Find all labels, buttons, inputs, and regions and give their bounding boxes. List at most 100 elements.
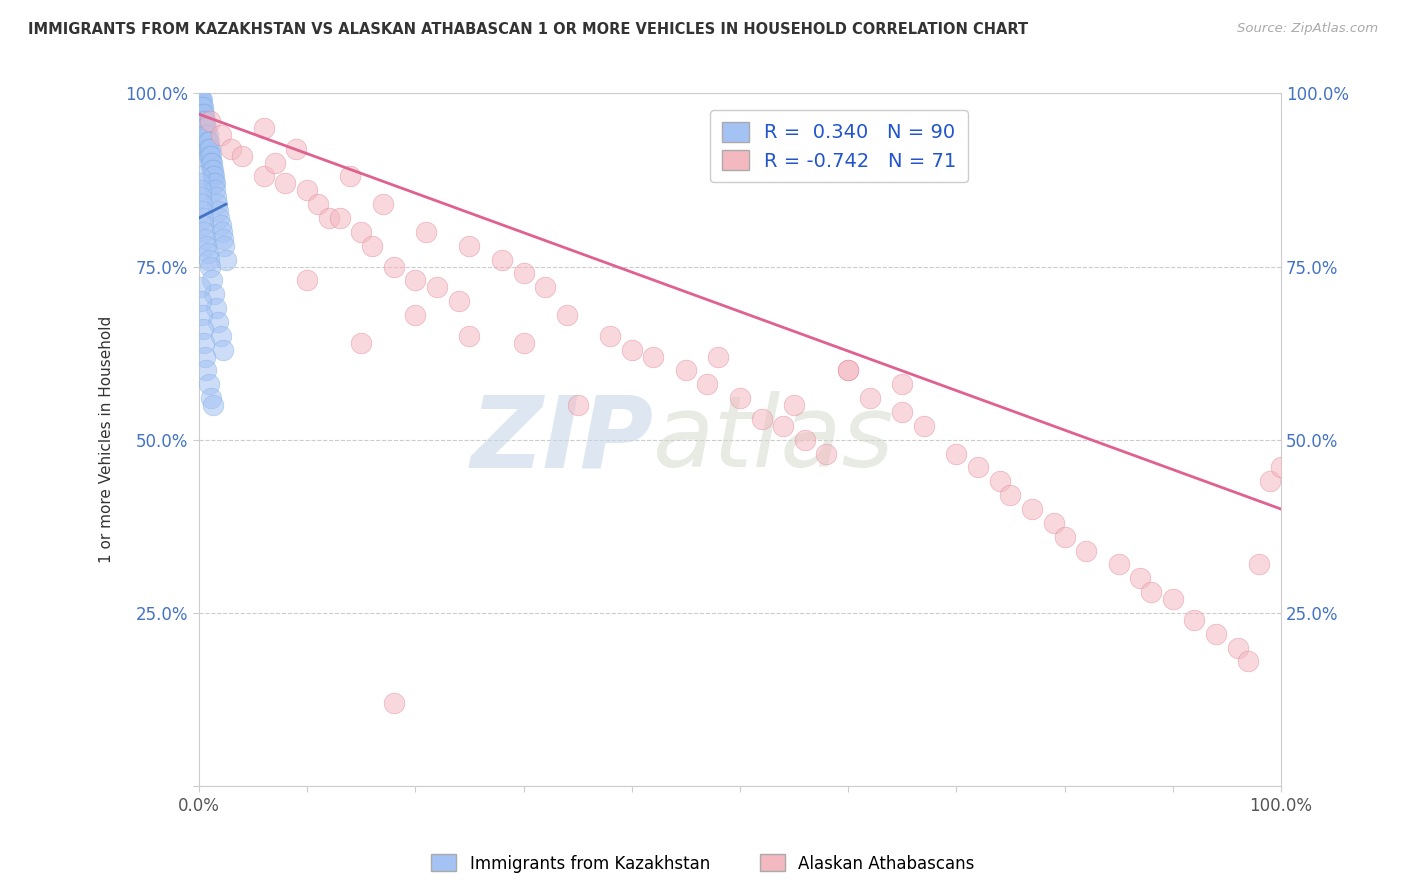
Point xyxy=(555,308,578,322)
Point xyxy=(339,169,361,184)
Point xyxy=(1182,613,1205,627)
Point xyxy=(1042,516,1064,530)
Point xyxy=(194,128,217,142)
Point xyxy=(891,377,914,392)
Point xyxy=(512,267,534,281)
Point xyxy=(620,343,643,357)
Point xyxy=(200,149,222,163)
Point xyxy=(382,260,405,274)
Point xyxy=(193,114,215,128)
Point xyxy=(1076,543,1098,558)
Point xyxy=(197,377,219,392)
Point xyxy=(253,120,276,135)
Point xyxy=(188,169,211,184)
Text: ZIP: ZIP xyxy=(471,392,654,488)
Point xyxy=(534,280,557,294)
Point xyxy=(202,177,225,191)
Point xyxy=(191,100,214,114)
Point xyxy=(201,162,224,177)
Point xyxy=(195,120,218,135)
Point xyxy=(200,155,222,169)
Point xyxy=(350,225,373,239)
Point xyxy=(188,114,211,128)
Point xyxy=(190,114,212,128)
Point xyxy=(988,475,1011,489)
Point xyxy=(209,218,232,232)
Point xyxy=(191,120,214,135)
Point xyxy=(675,363,697,377)
Point xyxy=(201,273,224,287)
Point xyxy=(1249,558,1271,572)
Text: Source: ZipAtlas.com: Source: ZipAtlas.com xyxy=(1237,22,1378,36)
Point xyxy=(382,696,405,710)
Point xyxy=(197,252,219,267)
Point xyxy=(350,335,373,350)
Point xyxy=(1161,592,1184,607)
Point xyxy=(1270,460,1292,475)
Point xyxy=(211,232,233,246)
Point xyxy=(190,190,212,204)
Point xyxy=(967,460,990,475)
Point xyxy=(295,183,318,197)
Point xyxy=(221,142,243,156)
Point xyxy=(190,183,212,197)
Point xyxy=(201,169,224,184)
Point xyxy=(318,211,340,225)
Point xyxy=(197,128,219,142)
Point xyxy=(193,114,215,128)
Point xyxy=(198,260,221,274)
Point xyxy=(193,120,215,135)
Point xyxy=(837,363,859,377)
Point xyxy=(837,363,859,377)
Point xyxy=(404,308,426,322)
Point xyxy=(274,177,297,191)
Point xyxy=(188,280,211,294)
Point xyxy=(195,135,218,149)
Point xyxy=(204,183,226,197)
Point xyxy=(361,239,384,253)
Point xyxy=(188,100,211,114)
Point xyxy=(194,232,217,246)
Point xyxy=(202,287,225,301)
Point xyxy=(190,93,212,107)
Point xyxy=(191,107,214,121)
Point xyxy=(207,197,229,211)
Point xyxy=(295,273,318,287)
Point xyxy=(643,350,665,364)
Point xyxy=(190,100,212,114)
Point xyxy=(211,343,233,357)
Point xyxy=(193,128,215,142)
Point xyxy=(599,328,621,343)
Point xyxy=(188,93,211,107)
Point xyxy=(194,114,217,128)
Point xyxy=(207,315,229,329)
Point xyxy=(707,350,730,364)
Point xyxy=(191,93,214,107)
Point xyxy=(197,135,219,149)
Point xyxy=(198,155,221,169)
Point xyxy=(1237,655,1260,669)
Legend: Immigrants from Kazakhstan, Alaskan Athabascans: Immigrants from Kazakhstan, Alaskan Atha… xyxy=(425,847,981,880)
Point xyxy=(205,190,228,204)
Point xyxy=(190,294,212,309)
Point xyxy=(204,177,226,191)
Point xyxy=(201,155,224,169)
Point xyxy=(201,398,224,412)
Point xyxy=(329,211,352,225)
Point xyxy=(191,197,214,211)
Point xyxy=(190,120,212,135)
Point xyxy=(815,447,838,461)
Point xyxy=(371,197,394,211)
Point xyxy=(193,128,215,142)
Point xyxy=(772,418,794,433)
Point xyxy=(859,391,882,405)
Point xyxy=(197,245,219,260)
Point xyxy=(285,142,308,156)
Point xyxy=(195,128,218,142)
Point xyxy=(193,335,215,350)
Point xyxy=(194,350,217,364)
Point xyxy=(783,398,806,412)
Point xyxy=(512,335,534,350)
Point xyxy=(188,93,211,107)
Point xyxy=(1000,488,1022,502)
